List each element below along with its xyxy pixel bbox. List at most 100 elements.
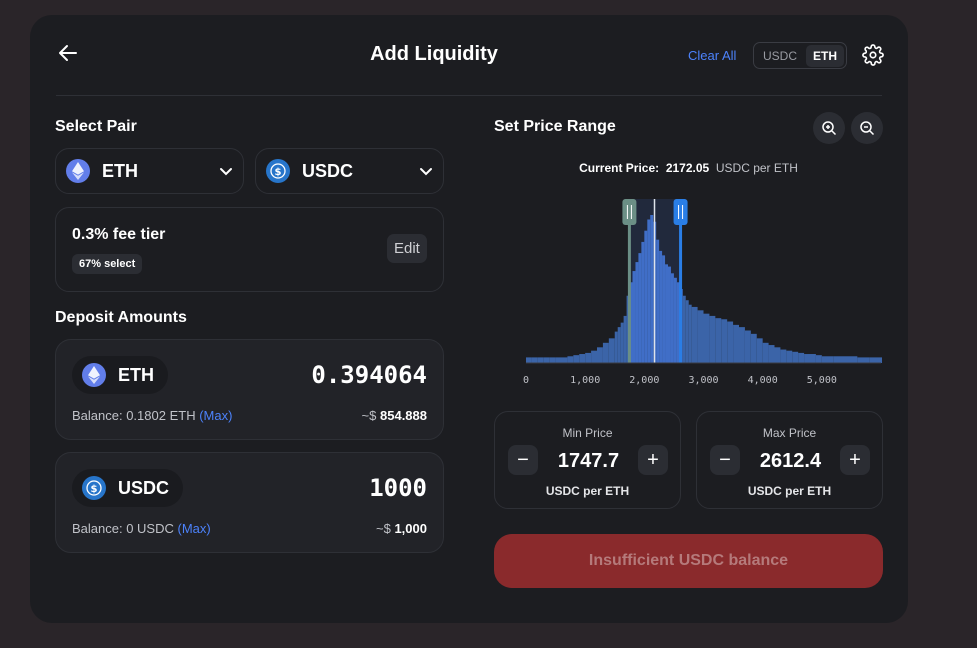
liquidity-bar	[810, 354, 816, 363]
min-range-handle[interactable]	[622, 199, 637, 225]
clear-all-link[interactable]: Clear All	[688, 48, 737, 63]
max-price-decrement-button[interactable]: −	[710, 445, 740, 475]
min-price-card: Min Price − 1747.7 + USDC per ETH	[494, 411, 681, 509]
usdc-deposit-card: $ USDC Balance: 0 USDC (Max) ~$ 1,000	[55, 452, 444, 553]
liquidity-bar	[567, 356, 574, 363]
toggle-eth[interactable]: ETH	[806, 44, 845, 67]
back-arrow-icon[interactable]	[56, 41, 80, 65]
fee-tier-card: 0.3% fee tier 67% select Edit	[55, 207, 444, 292]
current-price-value: 2172.05	[665, 161, 710, 175]
eth-usd-value: ~$ 854.888	[362, 408, 427, 423]
liquidity-chart[interactable]: 0 1,000 2,000 3,000 4,000 5,000	[494, 193, 883, 393]
x-tick-label: 2,000	[629, 375, 659, 386]
header-divider	[56, 95, 882, 96]
liquidity-bar	[608, 338, 615, 363]
eth-token-label: ETH	[118, 364, 154, 385]
min-price-decrement-button[interactable]: −	[508, 445, 538, 475]
svg-text:$: $	[91, 484, 98, 495]
usdc-icon: $	[82, 476, 106, 500]
liquidity-bar	[591, 350, 597, 363]
x-tick-label: 4,000	[748, 375, 778, 386]
liquidity-bar	[670, 273, 674, 363]
page-title: Add Liquidity	[370, 43, 498, 65]
liquidity-bar	[632, 271, 636, 363]
deposit-amounts-title: Deposit Amounts	[55, 309, 187, 326]
eth-icon	[82, 363, 106, 387]
current-price-unit: USDC per ETH	[715, 161, 798, 175]
liquidity-bar	[691, 306, 698, 363]
usdc-max-button[interactable]: (Max)	[177, 521, 211, 536]
liquidity-bar	[573, 355, 580, 363]
token-b-select[interactable]: $ USDC	[255, 148, 444, 194]
usdc-token-pill: $ USDC	[72, 469, 184, 507]
usdc-usd-amount: 1,000	[394, 521, 427, 536]
eth-max-button[interactable]: (Max)	[199, 408, 233, 423]
liquidity-bar	[762, 342, 769, 363]
max-price-increment-button[interactable]: +	[840, 445, 870, 475]
usdc-balance-label: Balance: 0 USDC	[72, 521, 174, 536]
eth-deposit-card: ETH Balance: 0.1802 ETH (Max) ~$ 854.888	[55, 339, 444, 440]
liquidity-bar	[774, 347, 781, 363]
liquidity-bar	[561, 357, 568, 363]
edit-fee-button[interactable]: Edit	[387, 234, 427, 263]
fee-tier-title: 0.3% fee tier	[72, 226, 166, 243]
toggle-usdc[interactable]: USDC	[763, 48, 798, 63]
liquidity-bar	[659, 250, 663, 363]
max-price-value[interactable]: 2612.4	[759, 450, 822, 472]
liquidity-bar	[638, 253, 642, 363]
liquidity-bar	[620, 322, 624, 363]
gear-icon[interactable]	[862, 44, 884, 66]
liquidity-bar	[644, 230, 648, 363]
x-tick-label: 3,000	[688, 375, 718, 386]
liquidity-bar	[881, 357, 882, 363]
liquidity-bar	[650, 215, 654, 363]
fee-tier-badge: 67% select	[72, 254, 143, 274]
liquidity-bar	[531, 357, 538, 363]
eth-balance: Balance: 0.1802 ETH (Max)	[72, 408, 232, 423]
liquidity-bar	[727, 321, 734, 363]
liquidity-bar	[798, 352, 805, 363]
select-pair-title: Select Pair	[55, 118, 137, 135]
eth-amount-input[interactable]	[247, 361, 427, 389]
liquidity-bar	[857, 357, 870, 363]
liquidity-bar	[715, 318, 722, 363]
liquidity-bar	[641, 241, 645, 363]
eth-balance-label: Balance: 0.1802 ETH	[72, 408, 196, 423]
eth-icon	[66, 159, 90, 183]
liquidity-bar	[833, 356, 846, 363]
liquidity-bar	[845, 356, 858, 363]
usdc-token-label: USDC	[118, 477, 170, 498]
liquidity-bar	[744, 330, 751, 363]
zoom-out-icon[interactable]	[851, 112, 883, 144]
usdc-amount-input[interactable]	[247, 474, 427, 502]
current-price: Current Price: 2172.05 USDC per ETH	[494, 161, 883, 175]
price-range-title: Set Price Range	[494, 118, 616, 135]
submit-button[interactable]: Insufficient USDC balance	[494, 534, 883, 588]
min-price-increment-button[interactable]: +	[638, 445, 668, 475]
liquidity-bar	[676, 282, 680, 363]
max-price-unit: USDC per ETH	[747, 484, 832, 498]
liquidity-bar	[617, 327, 621, 363]
liquidity-bar	[579, 354, 586, 363]
zoom-in-icon[interactable]	[813, 112, 845, 144]
liquidity-bar	[721, 319, 728, 363]
liquidity-bar	[792, 351, 799, 363]
liquidity-bar	[804, 354, 810, 363]
max-price-label: Max Price	[762, 426, 817, 440]
liquidity-bar	[750, 333, 757, 363]
liquidity-bar	[709, 315, 716, 363]
liquidity-bar	[585, 352, 592, 363]
min-price-value[interactable]: 1747.7	[557, 450, 620, 472]
liquidity-bar	[821, 356, 834, 363]
chevron-down-icon	[220, 168, 232, 176]
liquidity-bar	[682, 295, 686, 363]
liquidity-bar	[623, 315, 627, 363]
current-price-label: Current Price:	[579, 161, 660, 175]
x-tick-label: 1,000	[570, 375, 600, 386]
token-a-select[interactable]: ETH	[55, 148, 244, 194]
eth-usd-amount: 854.888	[380, 408, 427, 423]
chevron-down-icon	[420, 168, 432, 176]
max-range-handle[interactable]	[673, 199, 688, 225]
liquidity-bar	[614, 331, 618, 363]
usdc-usd-value: ~$ 1,000	[376, 521, 427, 536]
